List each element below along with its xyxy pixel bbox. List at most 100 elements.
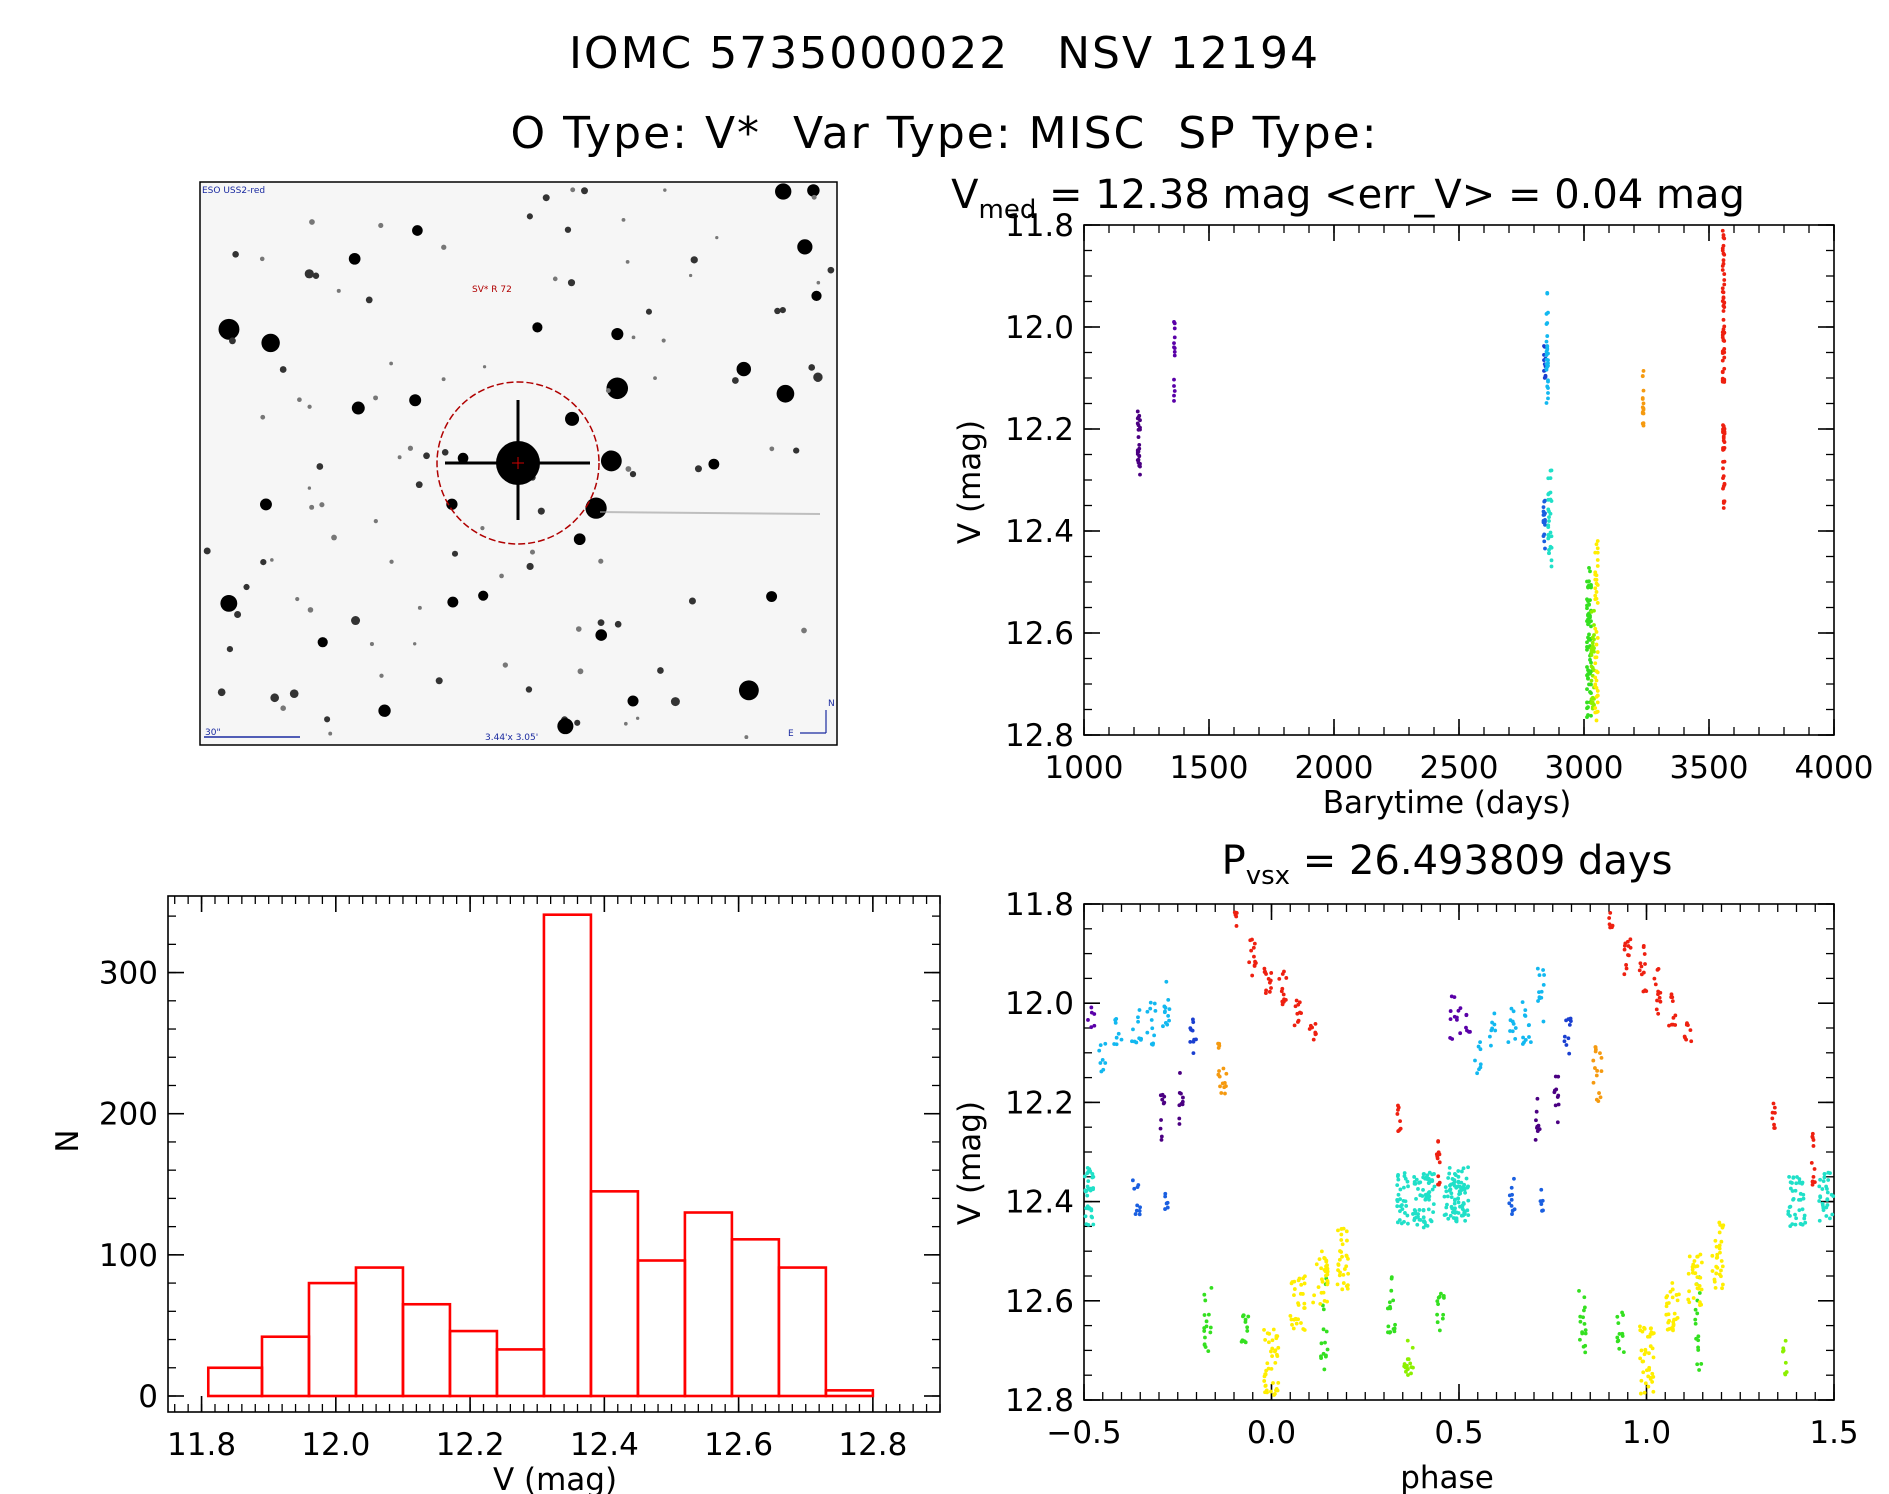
phased-point [1691, 1296, 1696, 1300]
phased-y-tick-label: 12.2 [1005, 1085, 1074, 1121]
phased-point [1690, 1265, 1695, 1269]
phased-point [1717, 1246, 1722, 1251]
phased-point [1424, 1195, 1429, 1200]
sky-star [564, 226, 572, 233]
phased-point [1239, 1339, 1244, 1344]
sky-star [482, 365, 487, 369]
lightcurve-point [1585, 706, 1589, 711]
phased-point [1149, 1018, 1154, 1022]
sky-star [670, 697, 680, 707]
sky-star [807, 184, 820, 197]
phased-point [1406, 1357, 1411, 1362]
phased-point [1521, 1035, 1525, 1040]
lightcurve-point [1594, 590, 1599, 594]
lightcurve-point [1549, 468, 1554, 473]
sky-star [611, 328, 624, 341]
phased-point [1489, 1028, 1494, 1033]
phased-point [1113, 1018, 1118, 1022]
lightcurve-point [1594, 630, 1599, 634]
phased-point [1538, 1199, 1543, 1204]
lightcurve-point [1542, 532, 1547, 537]
phased-point [1101, 1067, 1106, 1072]
phased-point [1820, 1187, 1825, 1191]
lightcurve-point [1721, 466, 1725, 471]
phased-point [1535, 1126, 1539, 1130]
phased-point [1290, 1322, 1294, 1327]
phased-point [1133, 1212, 1138, 1216]
histogram-bar [542, 913, 593, 1398]
phased-point [1224, 1071, 1229, 1076]
lightcurve-point [1587, 620, 1591, 625]
phased-point [1089, 1207, 1094, 1212]
phased-point [1162, 1010, 1167, 1015]
histogram-ylabel: N [50, 1129, 86, 1152]
phased-point [1221, 1066, 1226, 1071]
phased-point [1446, 1216, 1451, 1221]
phased-point [1148, 1000, 1153, 1005]
phased-point [1583, 1343, 1588, 1348]
sky-star [502, 662, 509, 668]
phased-point [1642, 952, 1647, 956]
scale-label: 30" [205, 728, 221, 738]
histogram-bar [777, 1266, 828, 1398]
phased-point [1790, 1222, 1795, 1227]
phased-point [1281, 992, 1286, 997]
phased-point [1539, 1202, 1544, 1207]
phased-point [1338, 1270, 1342, 1275]
phased-point [1638, 1328, 1643, 1333]
phased-point [1391, 1327, 1396, 1331]
histogram-bar [260, 1335, 311, 1398]
phased-point [1670, 1325, 1675, 1330]
phased-point [1452, 1014, 1457, 1019]
phased-point [1556, 1102, 1561, 1107]
phased-point [1641, 1370, 1646, 1375]
lightcurve-point [1547, 515, 1551, 519]
phased-point [1448, 1213, 1453, 1218]
phased-point [1695, 1275, 1700, 1280]
phased-axes: −0.5 0.0 0.5 1.0 1.5 11.8 12.0 12.2 12.4 12.6 12.8 [1005, 887, 1859, 1451]
phased-point [1695, 1286, 1700, 1291]
phased-point [1670, 995, 1675, 1000]
sky-star [542, 194, 550, 202]
lightcurve-point [1172, 326, 1177, 331]
sky-star [304, 269, 314, 279]
phased-point [1535, 1096, 1540, 1101]
lightcurve-point [1544, 401, 1549, 405]
phased-point [1621, 1350, 1626, 1355]
phased-point [1296, 1303, 1301, 1307]
phased-point [1598, 1051, 1602, 1056]
phased-point [1266, 977, 1271, 981]
phased-point [1414, 1196, 1418, 1201]
phased-point [1323, 1340, 1327, 1345]
phased-point [1793, 1222, 1798, 1227]
phased-point [1100, 1057, 1105, 1062]
phased-point [1670, 999, 1675, 1004]
phased-point [1234, 914, 1239, 919]
histogram-bar [495, 1348, 546, 1398]
lightcurve-point [1594, 655, 1599, 660]
sky-star [595, 629, 608, 641]
histogram-x-tick-label: 12.4 [570, 1427, 639, 1463]
phased-point [1389, 1288, 1394, 1293]
phased-point [1345, 1283, 1350, 1288]
phased-point [1164, 979, 1169, 984]
phased-point [1386, 1330, 1390, 1335]
phased-point [1783, 1371, 1787, 1376]
phased-point [1307, 1027, 1312, 1031]
sky-star [409, 394, 422, 407]
lightcurve-point [1590, 635, 1595, 640]
sky-star [625, 466, 632, 472]
phased-point [1263, 1384, 1268, 1388]
sky-star [331, 534, 337, 541]
phased-point [1085, 1204, 1090, 1209]
phased-point [1319, 1290, 1324, 1295]
lightcurve-point [1721, 309, 1726, 313]
lightcurve-point [1586, 585, 1590, 590]
phased-point [1092, 1023, 1097, 1028]
sky-star [694, 465, 702, 473]
phased-point [1271, 1381, 1275, 1385]
phased-point [1302, 1301, 1307, 1306]
phased-point [1324, 1265, 1329, 1270]
phased-point [1593, 1066, 1597, 1070]
phased-point [1695, 1362, 1700, 1367]
